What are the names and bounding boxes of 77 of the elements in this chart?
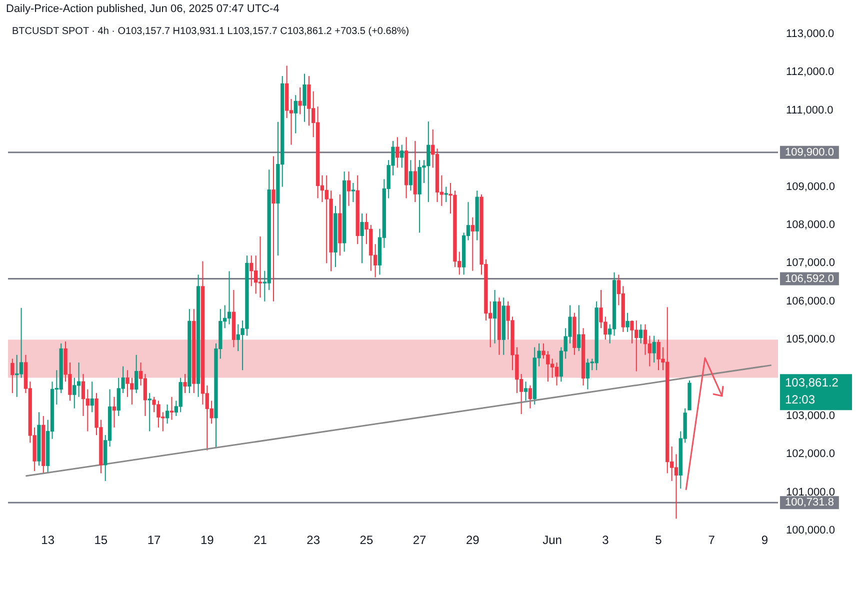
candlestick bbox=[81, 373, 86, 416]
y-tick-label: 100,000.0 bbox=[786, 524, 835, 537]
y-tick-label: 108,000.0 bbox=[786, 219, 835, 232]
candlestick bbox=[396, 136, 400, 168]
candlestick bbox=[170, 396, 174, 420]
candlestick bbox=[652, 335, 656, 364]
x-tick-label: 15 bbox=[94, 533, 108, 548]
candlestick bbox=[413, 140, 417, 203]
x-tick-label: 13 bbox=[41, 533, 55, 548]
candlestick bbox=[134, 354, 138, 394]
candlestick bbox=[148, 392, 152, 432]
y-tick-label: 111,000.0 bbox=[786, 104, 834, 116]
candlestick bbox=[524, 381, 528, 402]
x-tick-label: 3 bbox=[602, 533, 610, 548]
x-tick-label: 7 bbox=[708, 533, 716, 548]
candlestick bbox=[250, 255, 254, 287]
ref-line-label: 109,900.0 bbox=[785, 146, 834, 158]
text: 12:03 bbox=[785, 392, 816, 406]
candlestick bbox=[638, 324, 643, 344]
candlestick bbox=[72, 377, 76, 409]
candlestick bbox=[360, 213, 364, 264]
x-tick-label: 25 bbox=[360, 533, 374, 548]
y-tick-label: 102,000.0 bbox=[786, 448, 835, 460]
candlestick bbox=[351, 182, 356, 203]
candlestick bbox=[550, 358, 554, 378]
x-tick-label: 5 bbox=[655, 533, 662, 548]
candlestick bbox=[674, 454, 678, 520]
x-tick-label: 21 bbox=[254, 533, 268, 548]
x-tick-label: Jun bbox=[542, 533, 562, 548]
candlestick bbox=[298, 86, 302, 115]
y-tick-label: 101,000.0 bbox=[786, 486, 835, 498]
candlestick bbox=[528, 384, 532, 409]
candlestick bbox=[470, 216, 474, 272]
candlestick bbox=[112, 396, 116, 428]
text: 103,861.2 bbox=[785, 375, 839, 390]
candlestick bbox=[444, 186, 448, 203]
y-tick-label: 113,000.0 bbox=[786, 28, 834, 40]
candlestick bbox=[143, 373, 148, 416]
x-tick-label: 23 bbox=[306, 533, 320, 548]
candlestick bbox=[90, 381, 94, 413]
candlestick bbox=[643, 324, 648, 356]
y-tick-label: 112,000.0 bbox=[786, 66, 834, 78]
candlestick bbox=[294, 94, 298, 134]
candlestick bbox=[165, 404, 170, 424]
x-tick-label: 27 bbox=[412, 533, 427, 548]
candlestick bbox=[630, 320, 634, 344]
y-tick-label: 105,000.0 bbox=[786, 334, 835, 346]
candlestick bbox=[183, 373, 187, 394]
candlestick bbox=[408, 160, 413, 192]
y-tick-label: 103,000.0 bbox=[786, 410, 835, 422]
x-tick-label: 29 bbox=[466, 533, 480, 548]
candlestick bbox=[554, 362, 559, 386]
ref-line-label: 100,731.8 bbox=[785, 496, 834, 509]
candlestick bbox=[19, 307, 24, 378]
candlestick bbox=[254, 255, 258, 294]
candlestick bbox=[10, 358, 14, 394]
candlestick bbox=[272, 156, 276, 302]
candlestick bbox=[577, 304, 581, 352]
x-tick-label: 17 bbox=[147, 533, 162, 548]
candlestick bbox=[126, 370, 130, 398]
candlestick bbox=[346, 171, 351, 206]
y-tick-label: 109,000.0 bbox=[786, 180, 835, 193]
y-tick-label: 107,000.0 bbox=[786, 257, 835, 270]
chart-subtitle: Daily-Price-Action published, Jun 06, 2025 07:47 UTC-4 bbox=[6, 3, 280, 15]
candlestick bbox=[586, 358, 590, 390]
candlestick bbox=[227, 270, 232, 325]
chart-title: BTCUSDT SPOT · 4h · O103,157.7 H103,931.1 L103,157.7 C103,861.2 +703.5 (+0.68%) bbox=[12, 26, 410, 37]
x-tick-label: 9 bbox=[761, 533, 768, 548]
candlestick bbox=[258, 236, 262, 298]
y-tick-label: 106,000.0 bbox=[786, 295, 835, 308]
candlestick bbox=[400, 144, 404, 168]
ref-line-label: 106,592.0 bbox=[785, 272, 834, 285]
x-tick-label: 19 bbox=[200, 533, 214, 548]
candlestick bbox=[626, 312, 630, 332]
candlestick bbox=[302, 73, 306, 122]
candlestick bbox=[492, 289, 497, 344]
candlestick bbox=[76, 362, 81, 398]
